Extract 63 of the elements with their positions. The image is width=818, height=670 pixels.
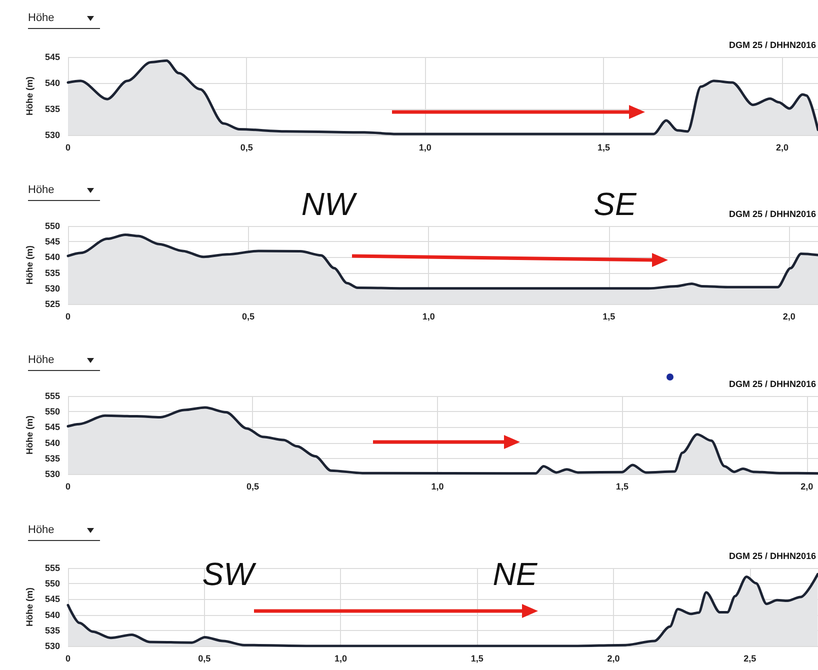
y-tick-label: 535 — [44, 104, 60, 114]
dropdown-field: Höhe — [28, 181, 100, 201]
y-tick-label: 535 — [44, 625, 60, 636]
x-tick-label: 2,5 — [744, 654, 756, 664]
y-axis-title: Höhe (m) — [24, 246, 34, 284]
chart-subtitle: DGM 25 / DHHN2016 — [728, 40, 816, 50]
chart-title: Höhe — [28, 354, 54, 366]
x-tick-label: 2,0 — [776, 142, 789, 152]
annotation: NE — [492, 556, 538, 593]
y-tick-label: 530 — [44, 130, 60, 140]
chart-subtitle: DGM 25 / DHHN2016 — [728, 209, 816, 219]
y-tick-label: 530 — [44, 283, 60, 294]
dropdown-field: Höhe — [28, 9, 100, 29]
y-tick-label: 555 — [44, 563, 60, 573]
chart-subtitle: DGM 25 / DHHN2016 — [728, 551, 816, 561]
x-tick-label: 2,0 — [607, 654, 620, 664]
y-tick-label: 545 — [44, 422, 60, 432]
y-tick-label: 540 — [44, 438, 60, 448]
y-axis-title: Höhe (m) — [24, 76, 34, 116]
y-tick-label: 525 — [44, 299, 60, 309]
y-tick-label: 550 — [44, 578, 60, 589]
annotation: SW — [202, 556, 254, 593]
y-tick-label: 545 — [44, 52, 60, 62]
x-tick-label: 1,5 — [470, 654, 484, 664]
x-tick-label: 1,0 — [422, 312, 435, 322]
x-tick-label: 0 — [65, 654, 71, 664]
y-tick-label: 555 — [44, 391, 60, 401]
x-tick-label: 1,0 — [334, 654, 347, 664]
x-tick-label: 1,5 — [602, 312, 616, 322]
chart-title: Höhe — [28, 184, 54, 196]
y-tick-label: 535 — [44, 268, 60, 278]
text: SE — [594, 186, 636, 223]
x-tick-label: 1,5 — [616, 482, 628, 492]
dropdown-field: Höhe — [28, 351, 100, 371]
x-tick-label: 0 — [65, 142, 71, 152]
x-tick-label: 2,0 — [782, 312, 796, 322]
x-tick-label: 2,0 — [800, 482, 814, 492]
x-tick-label: 0 — [65, 482, 71, 492]
y-tick-label: 550 — [44, 406, 60, 417]
y-axis-title: Höhe (m) — [24, 416, 34, 454]
x-tick-label: 0 — [65, 312, 71, 322]
y-tick-label: 540 — [44, 78, 60, 88]
y-tick-label: 540 — [44, 610, 60, 620]
y-tick-label: 535 — [44, 453, 60, 464]
chart-title: Höhe — [28, 524, 54, 536]
y-axis-title: Höhe (m) — [24, 588, 34, 626]
x-tick-label: 0,5 — [240, 142, 253, 152]
x-tick-label: 0,5 — [246, 482, 259, 492]
y-tick-label: 545 — [44, 594, 60, 604]
y-tick-label: 530 — [44, 641, 60, 651]
dropdown-field: Höhe — [28, 521, 100, 541]
text: NW — [301, 186, 355, 223]
chart-title: Höhe — [28, 12, 54, 24]
y-tick-label: 545 — [44, 236, 60, 247]
x-tick-label: 0,5 — [242, 312, 255, 322]
x-tick-label: 0,5 — [198, 654, 211, 664]
x-tick-label: 1,0 — [418, 142, 432, 152]
y-tick-label: 530 — [44, 469, 60, 479]
x-tick-label: 1,5 — [597, 142, 610, 152]
y-tick-label: 540 — [44, 252, 60, 262]
chart-subtitle: DGM 25 / DHHN2016 — [728, 379, 816, 389]
y-tick-label: 550 — [44, 221, 60, 231]
x-tick-label: 1,0 — [431, 482, 444, 492]
